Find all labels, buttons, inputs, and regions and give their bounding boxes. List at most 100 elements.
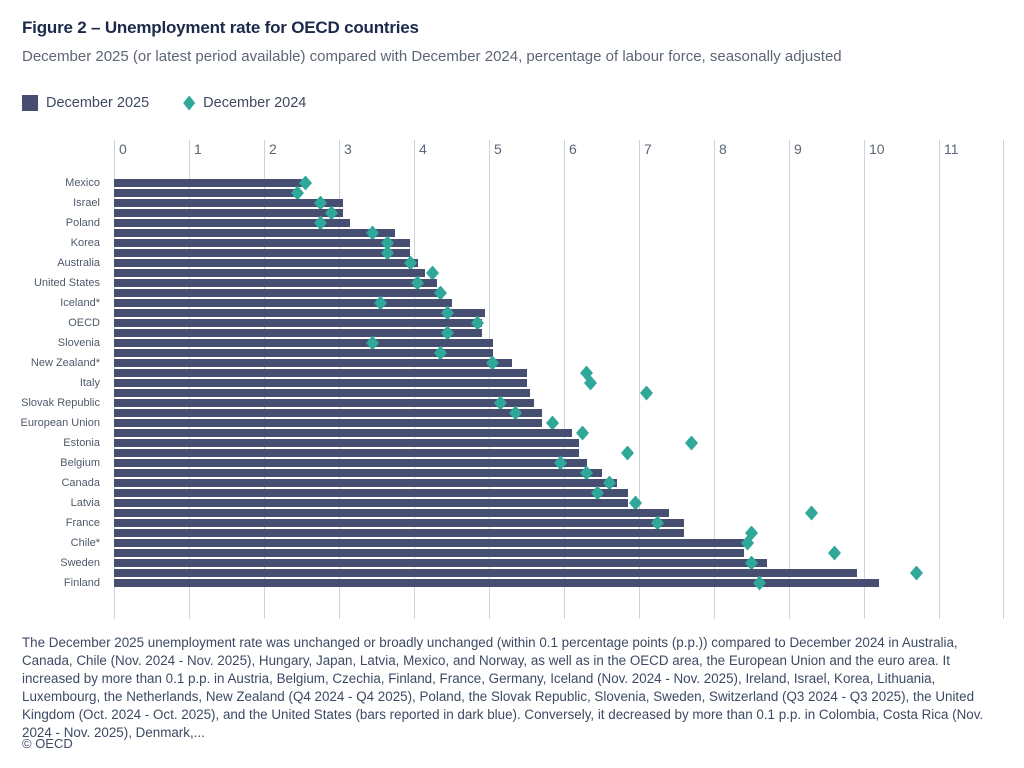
marker-december-2024 <box>426 265 439 281</box>
bar-december-2025 <box>114 319 482 327</box>
figure-title: Figure 2 – Unemployment rate for OECD co… <box>22 18 419 37</box>
country-label: Chile* <box>70 537 100 549</box>
diamond-swatch-icon <box>183 95 196 111</box>
country-label: Mexico <box>65 177 100 189</box>
country-label: France <box>65 517 100 529</box>
marker-december-2024 <box>509 405 522 421</box>
country-label: Canada <box>61 477 100 489</box>
country-label: Korea <box>70 237 100 249</box>
bar-december-2025 <box>114 509 669 517</box>
x-tick-label: 10 <box>869 141 885 157</box>
marker-december-2024 <box>434 345 447 361</box>
country-label: United States <box>33 277 100 289</box>
bar-december-2025 <box>114 229 395 237</box>
bar-swatch-icon <box>22 95 38 111</box>
country-label: Israel <box>73 197 100 209</box>
chart-plot-area: 0 1 2 3 4 5 6 7 8 9 10 11 Mexico Israel Poland Korea Aus… <box>0 140 1024 620</box>
bar-december-2025 <box>114 559 767 567</box>
grid-line <box>939 140 940 619</box>
country-label: New Zealand* <box>30 357 100 369</box>
marker-december-2024 <box>291 185 304 201</box>
marker-december-2024 <box>603 475 616 491</box>
marker-december-2024 <box>374 295 387 311</box>
country-label: Iceland* <box>60 297 100 309</box>
marker-december-2024 <box>828 545 841 561</box>
legend-label-dec-2025: December 2025 <box>46 95 150 111</box>
marker-december-2024 <box>434 285 447 301</box>
bar-december-2025 <box>114 579 879 587</box>
marker-december-2024 <box>471 315 484 331</box>
marker-december-2024 <box>621 445 634 461</box>
country-label: Poland <box>65 217 100 229</box>
x-tick-label: 1 <box>194 141 202 157</box>
marker-december-2024 <box>685 435 698 451</box>
country-label: Finland <box>63 577 100 589</box>
bar-december-2025 <box>114 399 534 407</box>
marker-december-2024 <box>745 555 758 571</box>
bar-december-2025 <box>114 449 579 457</box>
country-label: Slovenia <box>57 337 100 349</box>
bar-december-2025 <box>114 439 579 447</box>
grid-line <box>714 140 715 619</box>
marker-december-2024 <box>381 245 394 261</box>
bar-december-2025 <box>114 389 530 397</box>
bar-december-2025 <box>114 529 684 537</box>
legend-label-dec-2024: December 2024 <box>203 95 307 111</box>
grid-line <box>864 140 865 619</box>
bar-december-2025 <box>114 519 684 527</box>
bar-december-2025 <box>114 349 493 357</box>
bar-december-2025 <box>114 409 542 417</box>
marker-december-2024 <box>910 565 923 581</box>
bar-december-2025 <box>114 469 602 477</box>
marker-december-2024 <box>314 195 327 211</box>
bar-december-2025 <box>114 209 343 217</box>
marker-december-2024 <box>753 575 766 591</box>
legend-item-dec-2025: December 2025 <box>22 95 149 111</box>
bar-december-2025 <box>114 199 343 207</box>
bar-december-2025 <box>114 259 418 267</box>
bar-december-2025 <box>114 289 440 297</box>
country-label: Sweden <box>60 557 100 569</box>
bar-december-2025 <box>114 219 350 227</box>
country-label: Italy <box>79 377 100 389</box>
bar-december-2025 <box>114 239 410 247</box>
marker-december-2024 <box>366 335 379 351</box>
copyright-notice: © OECD <box>22 736 73 751</box>
marker-december-2024 <box>584 375 597 391</box>
figure-footnote: The December 2025 unemployment rate was … <box>22 635 984 740</box>
grid-line <box>564 140 565 619</box>
x-tick-label: 4 <box>419 141 427 157</box>
marker-december-2024 <box>299 175 312 191</box>
grid-line <box>789 140 790 619</box>
x-tick-label: 3 <box>344 141 352 157</box>
marker-december-2024 <box>805 505 818 521</box>
country-label: Australia <box>57 257 100 269</box>
bar-december-2025 <box>114 479 617 487</box>
country-label: Belgium <box>60 457 100 469</box>
x-tick-label: 5 <box>494 141 502 157</box>
bar-december-2025 <box>114 299 452 307</box>
figure-subtitle: December 2025 (or latest period availabl… <box>22 48 842 65</box>
marker-december-2024 <box>486 355 499 371</box>
marker-december-2024 <box>629 495 642 511</box>
marker-december-2024 <box>640 385 653 401</box>
country-label: European Union <box>20 417 100 429</box>
bar-december-2025 <box>114 249 410 257</box>
country-label: Slovak Republic <box>21 397 100 409</box>
bar-december-2025 <box>114 279 437 287</box>
bar-december-2025 <box>114 269 425 277</box>
country-label: Latvia <box>70 497 100 509</box>
marker-december-2024 <box>441 305 454 321</box>
marker-december-2024 <box>314 215 327 231</box>
marker-december-2024 <box>404 255 417 271</box>
bar-december-2025 <box>114 189 294 197</box>
bar-december-2025 <box>114 569 857 577</box>
marker-december-2024 <box>580 465 593 481</box>
marker-december-2024 <box>554 455 567 471</box>
marker-december-2024 <box>441 325 454 341</box>
bar-december-2025 <box>114 539 744 547</box>
bar-december-2025 <box>114 549 744 557</box>
country-label: Estonia <box>63 437 100 449</box>
legend: December 2025 December 2024 <box>22 95 306 111</box>
marker-december-2024 <box>576 425 589 441</box>
